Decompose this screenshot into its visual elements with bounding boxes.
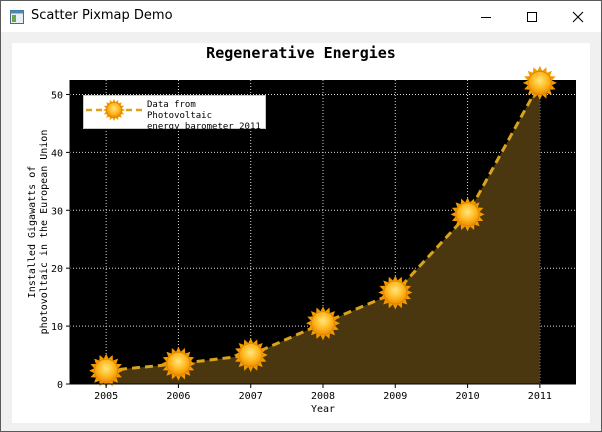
data-point-2006	[161, 346, 196, 381]
data-point-2011	[522, 65, 557, 100]
x-tick-label: 2005	[94, 391, 118, 402]
data-point-2010	[450, 197, 485, 232]
legend-label-line-1: Data from Photovoltaic	[147, 100, 213, 121]
y-tick-label: 0	[57, 380, 63, 391]
y-tick-label: 40	[51, 148, 63, 159]
sun-disc	[106, 102, 122, 118]
legend-sun-marker	[103, 99, 125, 121]
close-button[interactable]	[555, 1, 601, 32]
x-tick-label: 2010	[456, 391, 480, 402]
title-bar[interactable]: Scatter Pixmap Demo	[1, 1, 601, 32]
minimize-button[interactable]	[463, 1, 509, 32]
legend-label-line-2: energy barometer 2011	[147, 122, 261, 132]
sun-disc	[94, 358, 119, 383]
y-axis-label: Installed Gigawatts ofphotovoltaic in th…	[27, 130, 50, 335]
x-tick-label: 2006	[166, 391, 190, 402]
chart-svg: 0 10 20 30 40 50 2005 2006 2007 2008 2009 2010 2011 Y…	[27, 65, 576, 415]
chart-title: Regenerative Energies	[206, 44, 396, 62]
legend: Data from Photovoltaic energy barometer …	[83, 95, 266, 132]
x-tick-label: 2007	[239, 391, 263, 402]
y-axis-label-line-1: Installed Gigawatts of	[27, 166, 38, 298]
maximize-icon	[527, 11, 537, 22]
x-axis-label: Year	[311, 404, 335, 415]
data-point-2007	[233, 338, 268, 373]
x-tick-label: 2009	[383, 391, 407, 402]
sun-disc	[383, 280, 408, 305]
x-tick-label: 2008	[311, 391, 335, 402]
maximize-button[interactable]	[509, 1, 555, 32]
sun-disc	[527, 70, 552, 95]
y-tick-label: 10	[51, 322, 63, 333]
legend-label: Data from Photovoltaic energy barometer …	[147, 100, 265, 133]
y-tick-label: 30	[51, 206, 63, 217]
y-axis-label-line-2: photovoltaic in the European Union	[39, 130, 50, 335]
data-point-2009	[378, 275, 413, 310]
sun-disc	[166, 351, 191, 376]
plot-widget: Regenerative Energies 0 10 20 30 40 50 2005 200…	[12, 43, 590, 423]
window-title: Scatter Pixmap Demo	[31, 8, 173, 23]
data-point-2008	[306, 306, 340, 341]
minimize-icon	[481, 16, 491, 18]
series-area	[106, 82, 540, 384]
sun-disc	[455, 202, 480, 227]
sun-disc	[311, 311, 335, 336]
legend-symbol	[86, 99, 142, 121]
y-tick-label: 20	[51, 264, 63, 275]
data-point-2005	[89, 353, 124, 388]
sun-disc	[238, 343, 263, 368]
app-window-icon	[10, 9, 24, 24]
close-icon	[572, 11, 584, 22]
y-tick-label: 50	[51, 90, 63, 101]
x-tick-label: 2011	[528, 391, 552, 402]
